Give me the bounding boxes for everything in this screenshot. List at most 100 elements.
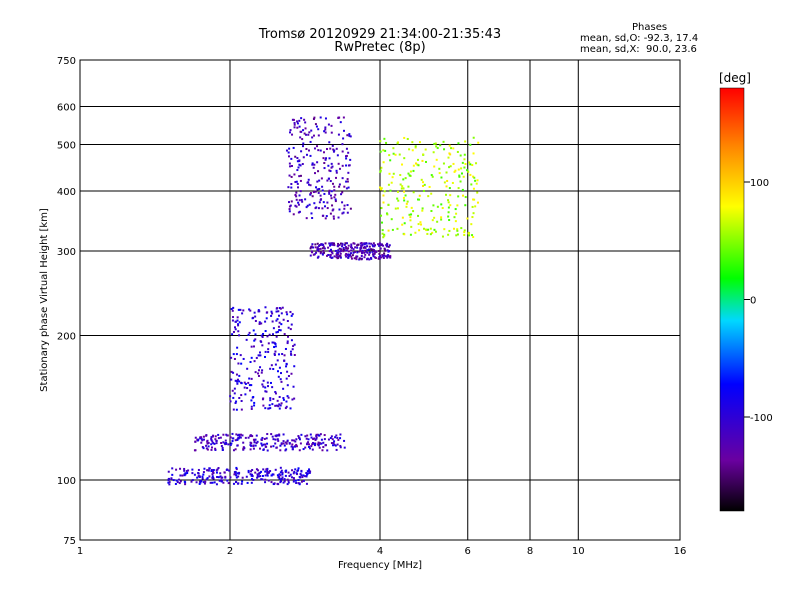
data-point — [249, 448, 252, 451]
data-point — [416, 163, 419, 166]
data-point — [291, 448, 294, 451]
data-point — [236, 316, 239, 319]
data-point — [252, 445, 255, 448]
data-point — [279, 466, 282, 469]
data-point — [463, 229, 466, 232]
data-point — [312, 166, 315, 169]
data-point — [233, 392, 236, 395]
data-point — [315, 206, 318, 209]
data-point — [285, 448, 288, 451]
data-point — [332, 208, 335, 211]
data-point — [289, 350, 292, 353]
data-point — [447, 211, 450, 214]
data-point — [291, 118, 294, 121]
data-point — [313, 116, 316, 119]
data-point — [211, 440, 214, 443]
data-point — [359, 249, 362, 252]
data-point — [350, 255, 353, 258]
data-point — [252, 478, 255, 481]
data-point — [448, 219, 451, 222]
data-point — [201, 446, 204, 449]
data-point — [303, 132, 306, 135]
data-point — [215, 471, 218, 474]
data-point — [476, 179, 479, 182]
data-point — [396, 197, 399, 200]
data-point — [339, 256, 342, 259]
data-point — [238, 380, 241, 383]
data-point — [264, 470, 267, 473]
data-point — [311, 217, 314, 220]
data-point — [331, 256, 334, 259]
data-point — [206, 448, 209, 451]
data-point — [418, 141, 421, 144]
data-point — [280, 443, 283, 446]
data-point — [288, 210, 291, 213]
data-point — [264, 390, 267, 393]
data-point — [248, 384, 251, 387]
data-point — [290, 186, 293, 189]
data-point — [291, 446, 294, 449]
data-point — [323, 251, 326, 254]
data-point — [295, 191, 298, 194]
data-point — [259, 354, 262, 357]
data-point — [298, 194, 301, 197]
data-point — [447, 201, 450, 204]
data-point — [280, 380, 283, 383]
data-point — [285, 405, 288, 408]
data-point — [229, 395, 232, 398]
data-point — [302, 156, 305, 159]
data-point — [301, 145, 304, 148]
data-point — [269, 367, 272, 370]
data-point — [329, 243, 332, 246]
data-point — [247, 333, 250, 336]
data-point — [316, 161, 319, 164]
data-point — [408, 213, 411, 216]
data-point — [345, 154, 348, 157]
data-point — [312, 117, 315, 120]
data-point — [216, 476, 219, 479]
data-point — [449, 194, 452, 197]
data-point — [443, 228, 446, 231]
data-point — [383, 234, 386, 237]
data-point — [201, 477, 204, 480]
data-point — [175, 468, 178, 471]
data-point — [260, 478, 263, 481]
data-point — [307, 178, 310, 181]
data-point — [252, 395, 255, 398]
data-point — [264, 478, 267, 481]
data-point — [333, 255, 336, 258]
data-point — [259, 366, 262, 369]
data-point — [332, 217, 335, 220]
data-point — [168, 478, 171, 481]
data-point — [289, 165, 292, 168]
data-point — [232, 408, 235, 411]
data-point — [213, 442, 216, 445]
data-point — [207, 445, 210, 448]
data-point — [210, 446, 213, 449]
data-point — [341, 150, 344, 153]
data-point — [318, 201, 321, 204]
data-point — [206, 477, 209, 480]
data-point — [472, 187, 475, 190]
data-point — [382, 149, 385, 152]
data-point — [274, 363, 277, 366]
data-point — [264, 386, 267, 389]
data-point — [316, 433, 319, 436]
data-point — [464, 163, 467, 166]
data-point — [211, 473, 214, 476]
data-point — [463, 231, 466, 234]
data-point — [256, 440, 259, 443]
data-point — [283, 333, 286, 336]
data-point — [298, 449, 301, 452]
data-point — [262, 332, 265, 335]
data-point — [212, 470, 215, 473]
data-point — [274, 404, 277, 407]
data-point — [378, 244, 381, 247]
data-point — [405, 202, 408, 205]
data-point — [335, 171, 338, 174]
data-point — [353, 250, 356, 253]
data-point — [337, 117, 340, 120]
colorbar-label: [deg] — [719, 71, 751, 85]
data-point — [281, 471, 284, 474]
data-point — [258, 322, 261, 325]
